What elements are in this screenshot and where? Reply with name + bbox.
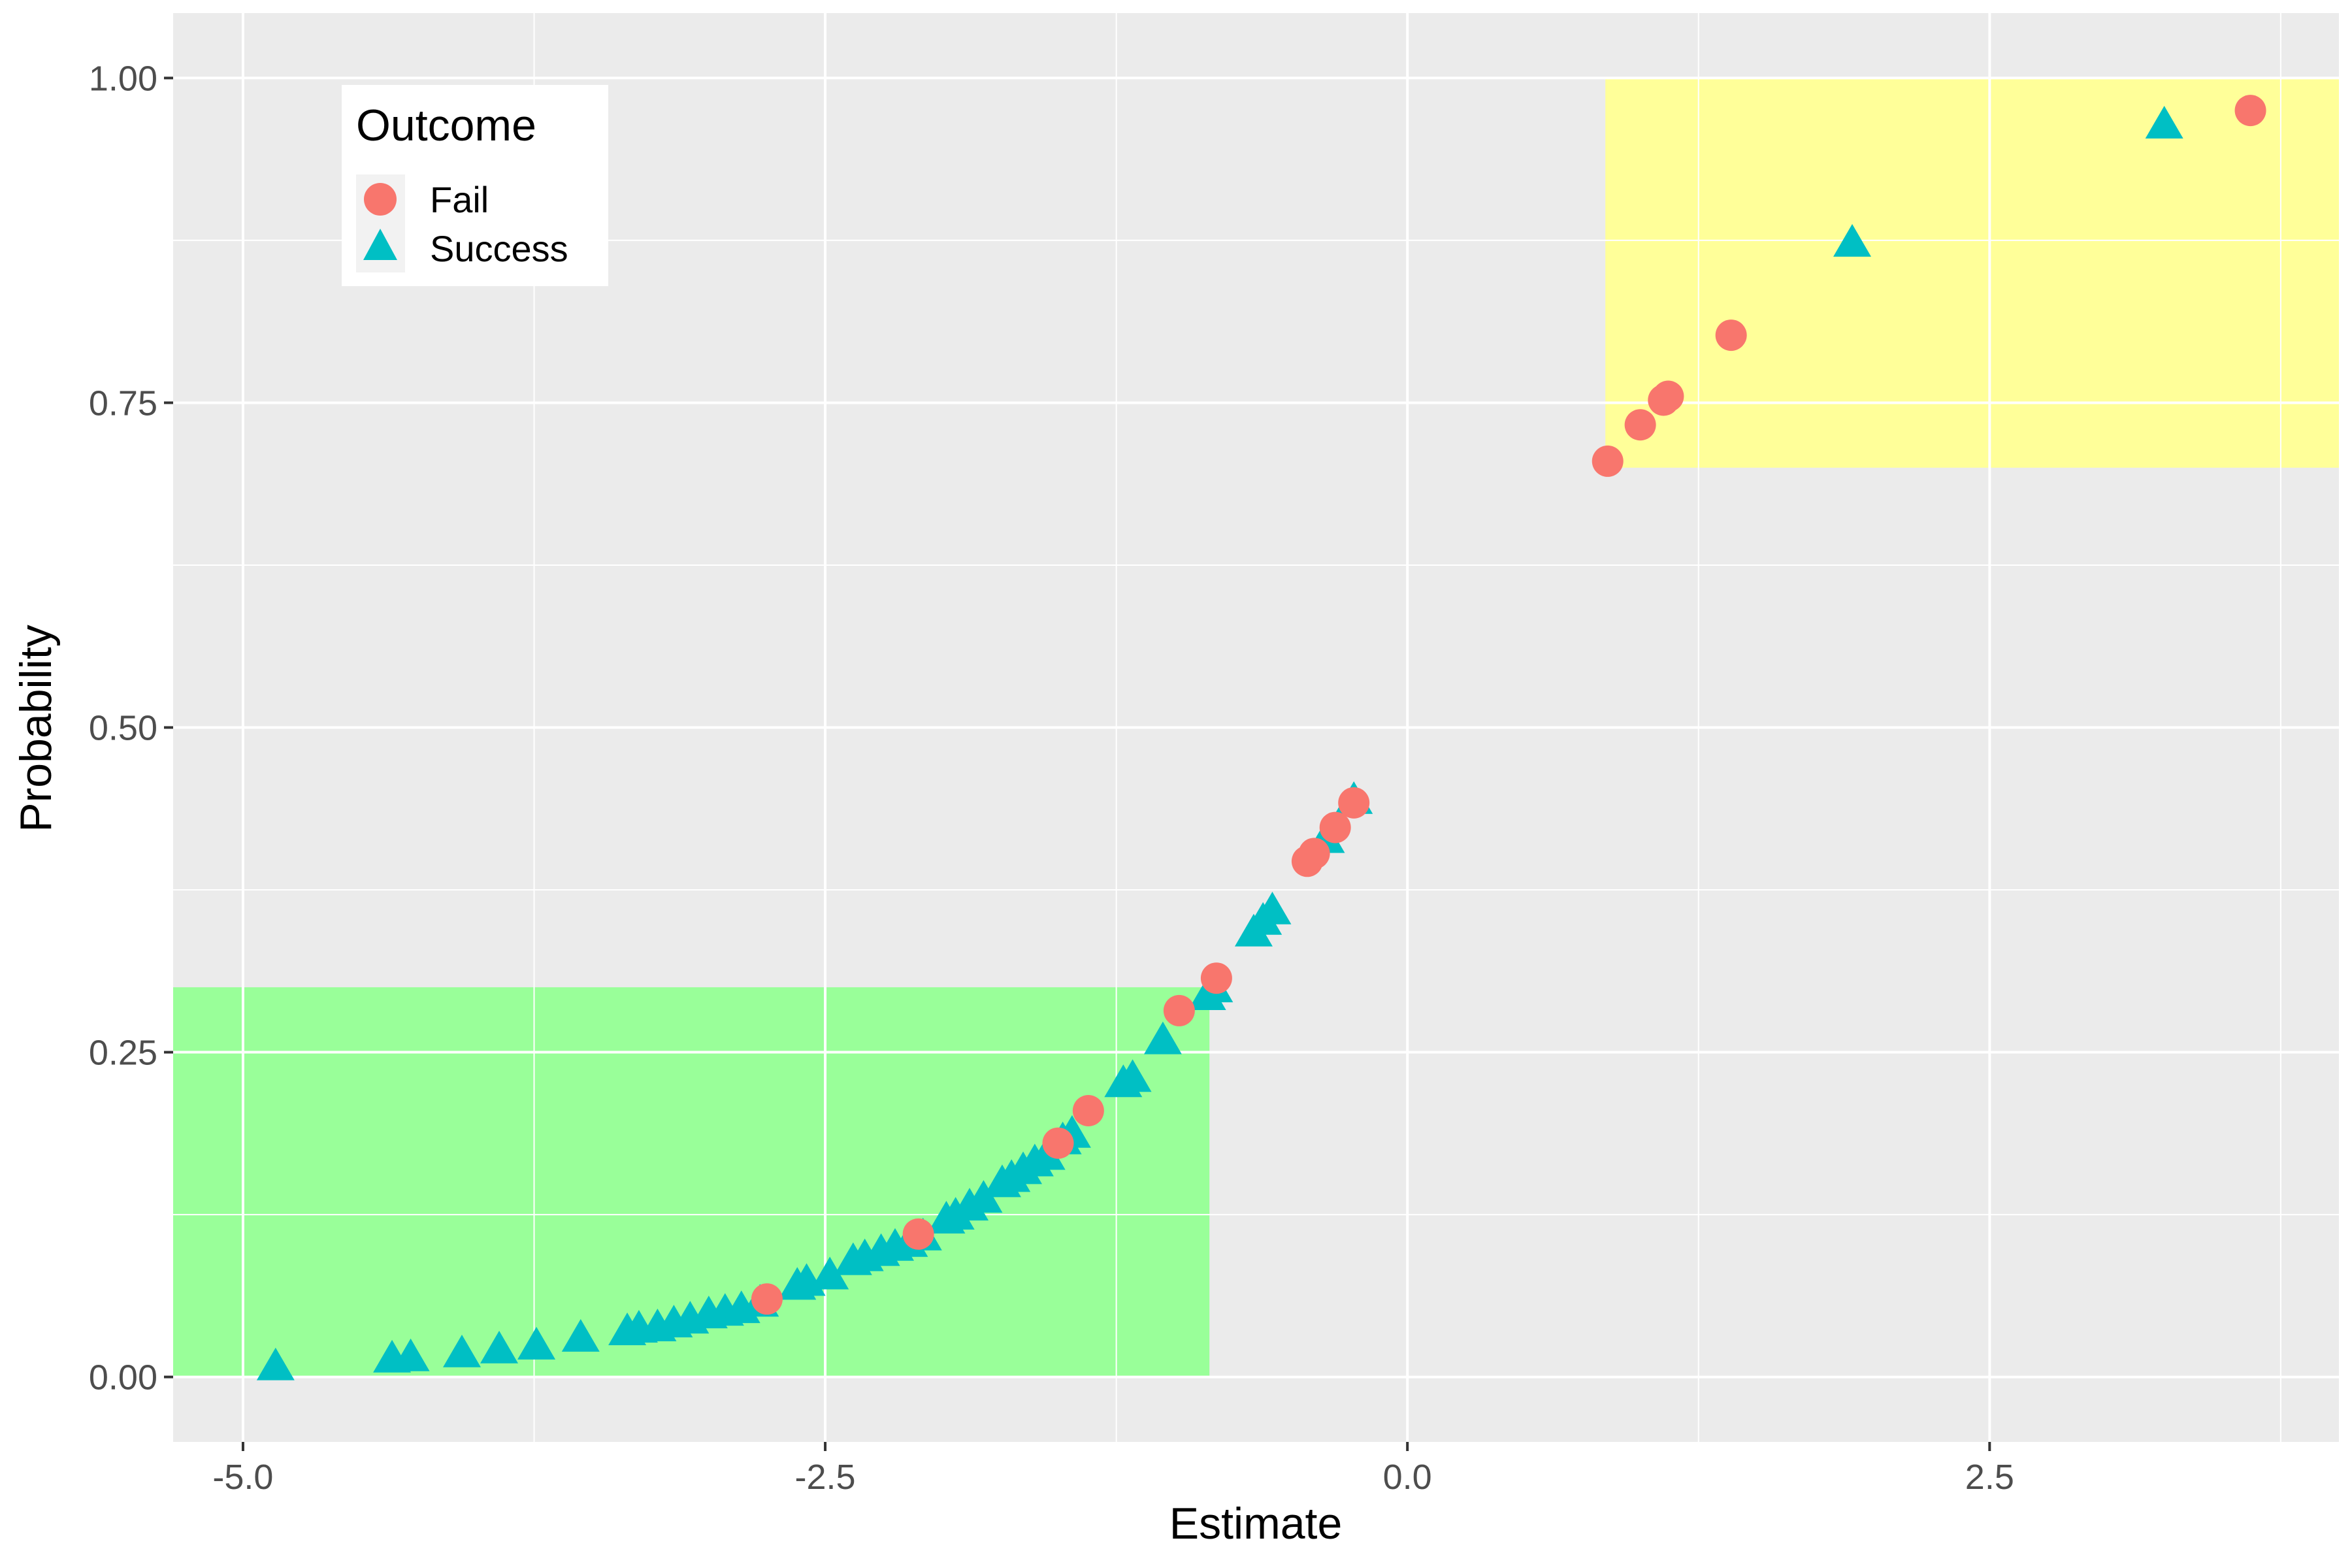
- point-success: [443, 1334, 481, 1367]
- point-fail: [2234, 95, 2266, 127]
- legend: Outcome Fail Success: [342, 85, 608, 286]
- legend-key-fail: [364, 183, 397, 216]
- point-success: [1143, 1021, 1182, 1054]
- axes: -5.0 -2.5 0.0 2.5 0.00 0.25 0.50 0.75 1.00: [89, 59, 2014, 1497]
- point-fail: [1319, 811, 1351, 843]
- y-axis-title: Probability: [11, 625, 61, 832]
- point-success: [811, 1256, 849, 1290]
- y-tick-label: 0.50: [89, 709, 157, 748]
- point-fail: [1592, 445, 1624, 477]
- y-tick-label: 1.00: [89, 59, 157, 98]
- y-tick-label: 0.00: [89, 1358, 157, 1397]
- x-tick-label: 0.0: [1383, 1458, 1432, 1497]
- point-success: [517, 1326, 556, 1360]
- highlight-region-2: [1605, 78, 2339, 468]
- point-fail: [1042, 1127, 1074, 1159]
- point-success: [2145, 105, 2183, 139]
- y-tick-label: 0.25: [89, 1034, 157, 1073]
- point-success: [256, 1347, 295, 1380]
- point-fail: [1072, 1095, 1104, 1127]
- point-success: [1253, 891, 1292, 924]
- legend-key-success: [363, 229, 397, 260]
- point-success: [964, 1180, 1003, 1213]
- x-tick-label: -2.5: [795, 1458, 856, 1497]
- point-fail: [1200, 962, 1232, 994]
- point-success: [391, 1338, 430, 1371]
- data-points: [256, 95, 2266, 1380]
- y-tick-label: 0.75: [89, 384, 157, 423]
- point-success: [1113, 1059, 1152, 1092]
- point-success: [561, 1318, 600, 1352]
- point-fail: [751, 1283, 783, 1315]
- point-fail: [1715, 319, 1747, 351]
- x-tick-label: -5.0: [212, 1458, 273, 1497]
- point-fail: [1338, 787, 1370, 819]
- point-fail: [1298, 838, 1330, 870]
- x-tick-label: 2.5: [1965, 1458, 2014, 1497]
- gridlines: [173, 13, 2339, 1442]
- point-fail: [1163, 994, 1195, 1026]
- point-fail: [1652, 380, 1684, 412]
- point-success: [480, 1330, 519, 1364]
- legend-label-success: Success: [430, 228, 568, 269]
- point-success: [1833, 223, 1872, 257]
- point-fail: [902, 1218, 934, 1250]
- point-fail: [1624, 409, 1656, 441]
- legend-label-fail: Fail: [430, 179, 489, 220]
- x-axis-title: Estimate: [1169, 1499, 1343, 1548]
- legend-title: Outcome: [356, 101, 536, 150]
